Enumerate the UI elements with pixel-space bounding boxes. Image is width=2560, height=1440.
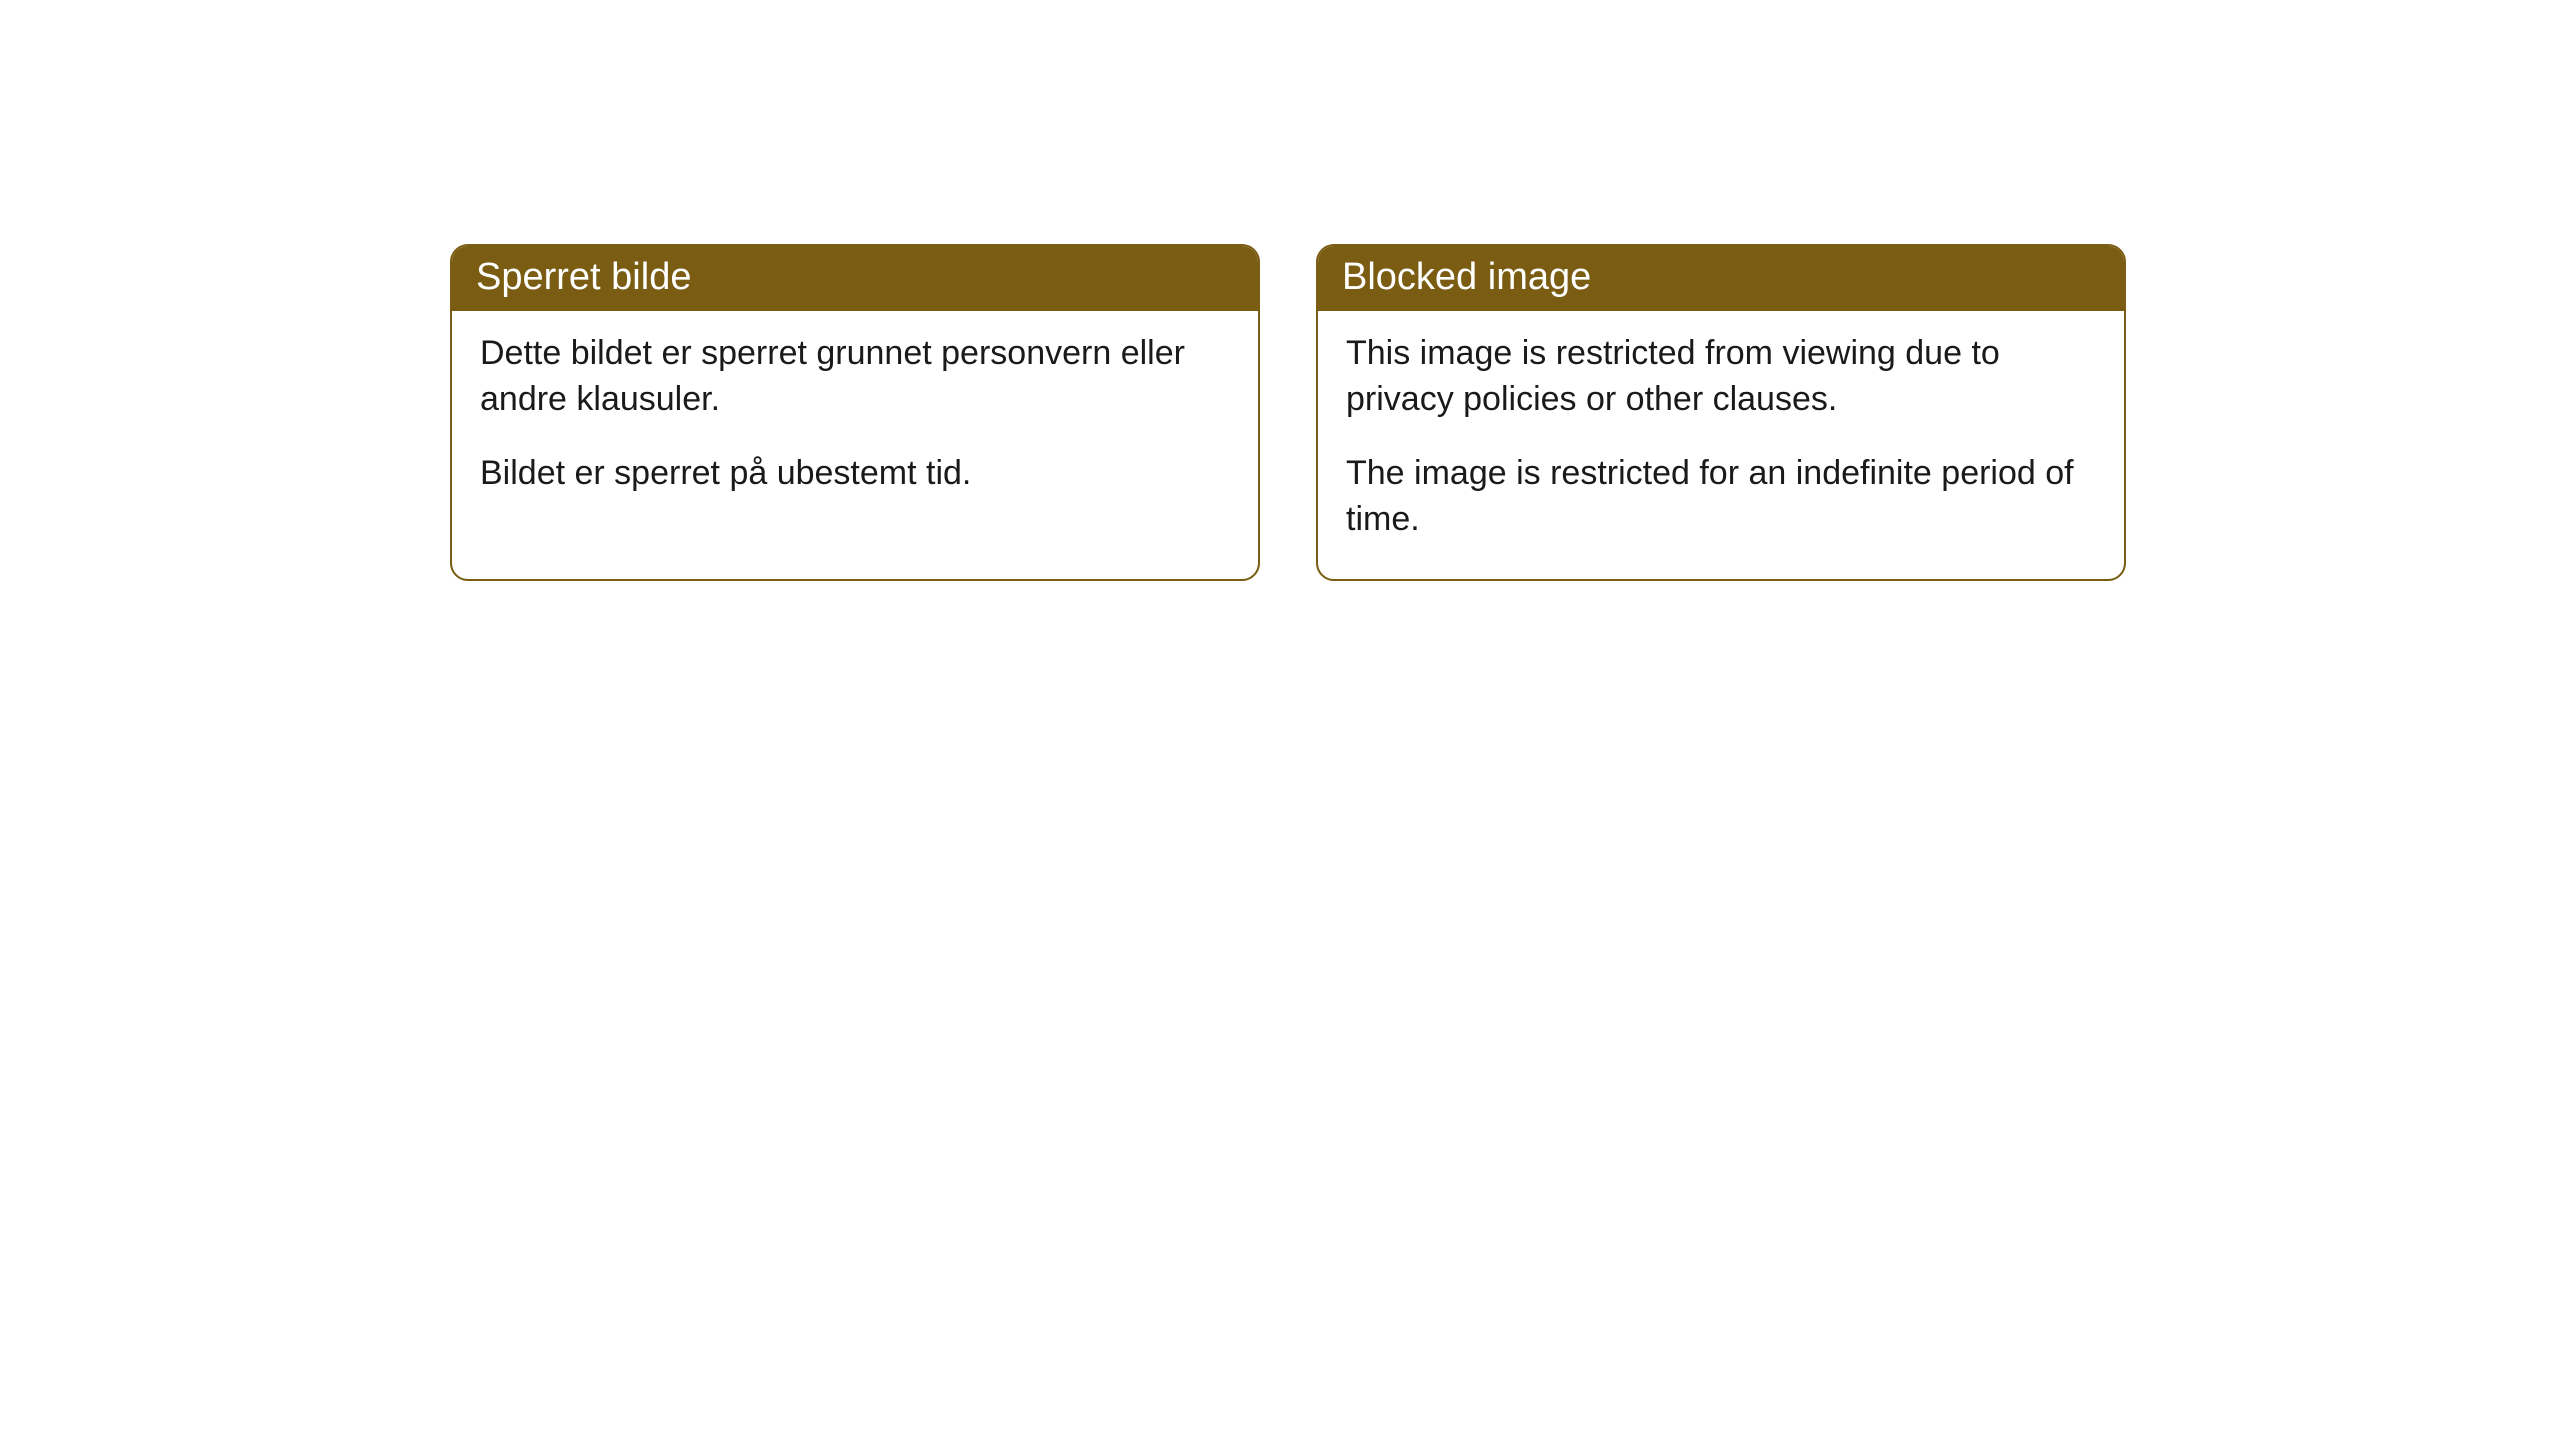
notice-container: Sperret bilde Dette bildet er sperret gr… (0, 0, 2560, 581)
notice-card-english: Blocked image This image is restricted f… (1316, 244, 2126, 581)
notice-card-norwegian: Sperret bilde Dette bildet er sperret gr… (450, 244, 1260, 581)
card-paragraph-2-english: The image is restricted for an indefinit… (1346, 451, 2096, 543)
card-body-english: This image is restricted from viewing du… (1318, 311, 2124, 579)
card-paragraph-1-norwegian: Dette bildet er sperret grunnet personve… (480, 331, 1230, 423)
card-paragraph-1-english: This image is restricted from viewing du… (1346, 331, 2096, 423)
card-header-norwegian: Sperret bilde (452, 246, 1258, 311)
card-title-english: Blocked image (1342, 256, 1591, 298)
card-paragraph-2-norwegian: Bildet er sperret på ubestemt tid. (480, 451, 1230, 497)
card-header-english: Blocked image (1318, 246, 2124, 311)
card-title-norwegian: Sperret bilde (476, 256, 691, 298)
card-body-norwegian: Dette bildet er sperret grunnet personve… (452, 311, 1258, 533)
